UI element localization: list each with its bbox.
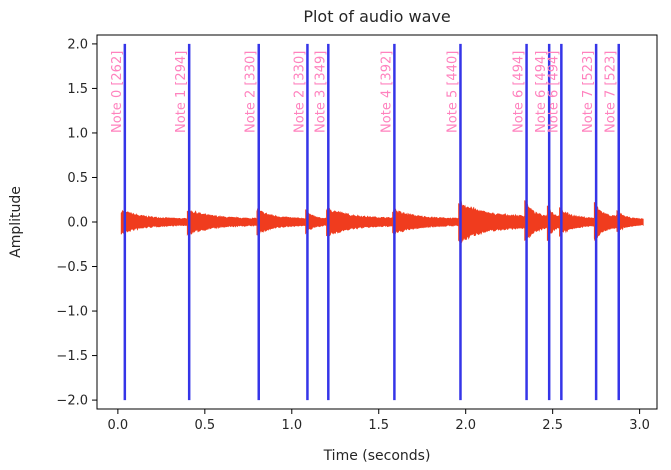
note-label-1: Note 1 [294] [174, 51, 189, 133]
x-tick-label: 2.5 [542, 418, 563, 433]
wave-segment-11 [616, 210, 644, 232]
note-label-7: Note 6 [494] [512, 51, 527, 133]
wave-segment-3 [305, 209, 329, 235]
y-axis: 2.0 1.5 1.0 0.5 0.0 −0.5 −1.0 −1.5 −2.0 [56, 37, 97, 409]
wave-segment-2 [256, 207, 308, 236]
x-axis-label: Time (seconds) [323, 448, 431, 464]
note-label-8: Note 6 [494] [534, 51, 549, 133]
x-tick-label: 2.0 [455, 418, 476, 433]
y-tick-label: −1.0 [56, 305, 88, 320]
y-tick-label: 0.5 [67, 171, 88, 186]
wave-segment-9 [559, 207, 597, 237]
y-tick-label: 1.5 [67, 82, 88, 97]
y-tick-label: 2.0 [67, 37, 88, 52]
note-label-10: Note 7 [523] [581, 51, 596, 133]
x-tick-label: 1.5 [368, 418, 389, 433]
y-tick-label: −1.5 [56, 349, 88, 364]
note-label-6: Note 5 [440] [445, 51, 460, 133]
x-tick-label: 3.0 [629, 418, 650, 433]
y-tick-label: −0.5 [56, 260, 88, 275]
note-labels: Note 0 [262] Note 1 [294] Note 2 [330] Note… [110, 51, 619, 133]
y-axis-label: Amplitude [8, 186, 24, 258]
wave-segment-0 [120, 209, 190, 235]
y-tick-label: −2.0 [56, 394, 88, 409]
note-lines [123, 43, 620, 401]
note-label-2: Note 2 [330] [244, 51, 259, 133]
note-label-4: Note 3 [349] [313, 51, 328, 133]
wave-segment-5 [392, 208, 461, 235]
wave-segment-4 [326, 207, 395, 237]
note-label-9: Note 6 [494] [546, 51, 561, 133]
note-label-11: Note 7 [523] [604, 51, 619, 133]
x-tick-label: 0.0 [108, 418, 129, 433]
wave-layer [120, 200, 644, 244]
note-label-5: Note 4 [392] [379, 51, 394, 133]
y-tick-label: 0.0 [67, 216, 88, 231]
x-axis: 0.0 0.5 1.0 1.5 2.0 2.5 3.0 [108, 409, 650, 433]
y-tick-label: 1.0 [67, 126, 88, 141]
x-tick-label: 1.0 [281, 418, 302, 433]
chart-title: Plot of audio wave [303, 7, 450, 26]
wave-segment-6 [458, 201, 528, 244]
note-label-3: Note 2 [330] [292, 51, 307, 133]
x-tick-label: 0.5 [194, 418, 215, 433]
note-label-0: Note 0 [262] [110, 51, 125, 133]
wave-segment-10 [593, 202, 620, 241]
wave-segment-7 [524, 200, 550, 242]
wave-segment-1 [186, 207, 260, 237]
